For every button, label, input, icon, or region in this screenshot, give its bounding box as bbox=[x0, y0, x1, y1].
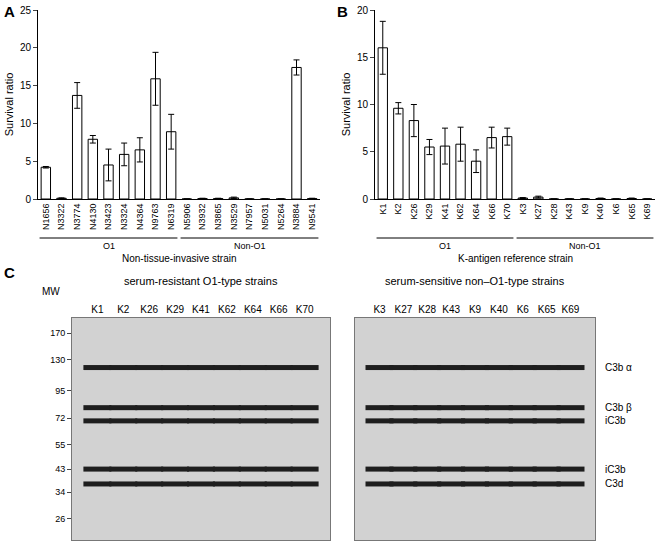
svg-text:5: 5 bbox=[25, 156, 31, 167]
svg-text:K28: K28 bbox=[418, 304, 436, 315]
svg-text:C3d: C3d bbox=[605, 478, 623, 489]
svg-text:43: 43 bbox=[55, 464, 65, 474]
svg-text:K3: K3 bbox=[518, 204, 528, 215]
svg-text:K66: K66 bbox=[487, 204, 497, 220]
svg-text:0: 0 bbox=[362, 194, 368, 205]
svg-text:10: 10 bbox=[20, 118, 32, 129]
svg-text:15: 15 bbox=[20, 80, 32, 91]
svg-text:N9541: N9541 bbox=[307, 204, 317, 231]
svg-text:iC3b: iC3b bbox=[605, 464, 626, 475]
svg-text:K9: K9 bbox=[469, 304, 482, 315]
svg-text:0: 0 bbox=[25, 194, 31, 205]
svg-text:20: 20 bbox=[20, 42, 32, 53]
svg-text:5: 5 bbox=[362, 146, 368, 157]
svg-text:N7957: N7957 bbox=[244, 204, 254, 231]
svg-text:N4130: N4130 bbox=[88, 204, 98, 231]
svg-text:C: C bbox=[4, 264, 15, 281]
svg-text:N3774: N3774 bbox=[72, 204, 82, 231]
svg-text:K65: K65 bbox=[627, 204, 637, 220]
svg-text:K-antigen reference strain: K-antigen reference strain bbox=[458, 253, 573, 264]
svg-text:K26: K26 bbox=[409, 204, 419, 220]
svg-text:N5264: N5264 bbox=[276, 204, 286, 231]
svg-text:C3b β: C3b β bbox=[605, 402, 632, 413]
svg-text:K28: K28 bbox=[549, 204, 559, 220]
svg-text:N3865: N3865 bbox=[213, 204, 223, 231]
svg-text:K65: K65 bbox=[538, 304, 556, 315]
svg-text:N3932: N3932 bbox=[197, 204, 207, 231]
svg-text:170: 170 bbox=[50, 328, 65, 338]
svg-text:iC3b: iC3b bbox=[605, 415, 626, 426]
svg-text:K62: K62 bbox=[455, 204, 465, 220]
svg-text:Survival ratio: Survival ratio bbox=[340, 73, 352, 137]
svg-text:K69: K69 bbox=[642, 204, 652, 220]
svg-text:K64: K64 bbox=[244, 304, 262, 315]
svg-text:K9: K9 bbox=[580, 204, 590, 215]
svg-text:72: 72 bbox=[55, 413, 65, 423]
svg-text:K1: K1 bbox=[91, 304, 104, 315]
svg-text:K40: K40 bbox=[490, 304, 508, 315]
svg-text:K66: K66 bbox=[270, 304, 288, 315]
svg-text:K3: K3 bbox=[373, 304, 386, 315]
svg-text:N9763: N9763 bbox=[150, 204, 160, 231]
svg-text:K43: K43 bbox=[442, 304, 460, 315]
svg-text:34: 34 bbox=[55, 487, 65, 497]
svg-text:K69: K69 bbox=[562, 304, 580, 315]
svg-text:15: 15 bbox=[357, 52, 369, 63]
svg-text:N3884: N3884 bbox=[291, 204, 301, 231]
svg-text:K6: K6 bbox=[517, 304, 530, 315]
svg-text:K43: K43 bbox=[564, 204, 574, 220]
svg-text:26: 26 bbox=[55, 514, 65, 524]
svg-text:N3529: N3529 bbox=[229, 204, 239, 231]
svg-text:A: A bbox=[4, 3, 15, 20]
svg-text:K6: K6 bbox=[611, 204, 621, 215]
svg-text:B: B bbox=[337, 3, 348, 20]
svg-text:N3423: N3423 bbox=[103, 204, 113, 231]
svg-text:N3324: N3324 bbox=[119, 204, 129, 231]
svg-text:K62: K62 bbox=[218, 304, 236, 315]
svg-text:K41: K41 bbox=[192, 304, 210, 315]
svg-text:130: 130 bbox=[50, 355, 65, 365]
svg-text:K41: K41 bbox=[440, 204, 450, 220]
svg-text:N5906: N5906 bbox=[182, 204, 192, 231]
svg-text:25: 25 bbox=[20, 5, 32, 16]
svg-text:Non-tissue-invasive strain: Non-tissue-invasive strain bbox=[122, 253, 237, 264]
svg-text:serum-resistant O1-type strain: serum-resistant O1-type strains bbox=[124, 275, 278, 287]
svg-text:C3b α: C3b α bbox=[605, 362, 632, 373]
svg-text:O1: O1 bbox=[103, 241, 115, 251]
svg-text:N5031: N5031 bbox=[260, 204, 270, 231]
svg-text:K29: K29 bbox=[424, 204, 434, 220]
svg-text:K27: K27 bbox=[533, 204, 543, 220]
svg-text:N6319: N6319 bbox=[166, 204, 176, 231]
svg-text:K27: K27 bbox=[394, 304, 412, 315]
svg-text:10: 10 bbox=[357, 99, 369, 110]
svg-text:K26: K26 bbox=[140, 304, 158, 315]
svg-text:95: 95 bbox=[55, 386, 65, 396]
svg-text:K64: K64 bbox=[471, 204, 481, 220]
svg-text:K70: K70 bbox=[502, 204, 512, 220]
svg-text:N1656: N1656 bbox=[41, 204, 51, 231]
svg-text:N4364: N4364 bbox=[135, 204, 145, 231]
svg-text:K2: K2 bbox=[117, 304, 130, 315]
svg-text:MW: MW bbox=[42, 286, 60, 297]
svg-text:K70: K70 bbox=[296, 304, 314, 315]
svg-text:20: 20 bbox=[357, 5, 369, 16]
svg-text:O1: O1 bbox=[439, 241, 451, 251]
svg-text:55: 55 bbox=[55, 440, 65, 450]
svg-text:K1: K1 bbox=[378, 204, 388, 215]
svg-text:K40: K40 bbox=[595, 204, 605, 220]
svg-text:N3322: N3322 bbox=[56, 204, 66, 231]
svg-text:Non-O1: Non-O1 bbox=[234, 241, 266, 251]
svg-text:Non-O1: Non-O1 bbox=[569, 241, 601, 251]
svg-text:K29: K29 bbox=[166, 304, 184, 315]
svg-text:Survival ratio: Survival ratio bbox=[3, 73, 15, 137]
svg-text:serum-sensitive non–O1-type st: serum-sensitive non–O1-type strains bbox=[385, 275, 565, 287]
svg-text:K2: K2 bbox=[393, 204, 403, 215]
